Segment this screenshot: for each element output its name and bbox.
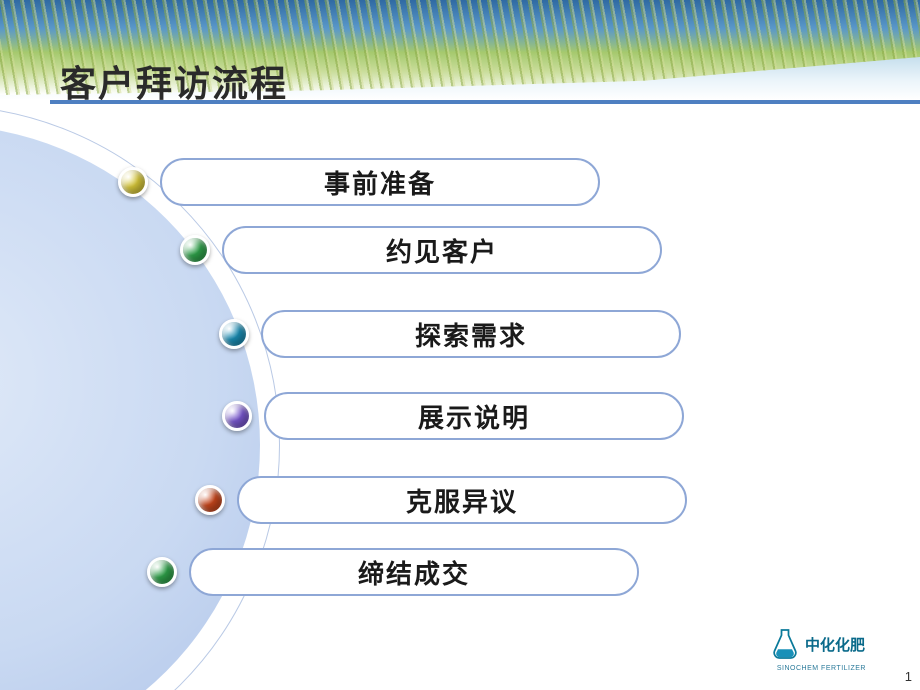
process-step: 克服异议 [195,476,687,524]
step-dot-icon [222,401,252,431]
process-step: 事前准备 [118,158,600,206]
step-label-pill: 事前准备 [160,158,600,206]
step-label-pill: 缔结成交 [189,548,639,596]
process-step: 展示说明 [222,392,684,440]
brand-text: 中化化肥 [805,634,865,655]
step-dot-icon [180,235,210,265]
flask-icon [771,628,799,660]
step-label-pill: 展示说明 [264,392,684,440]
step-label-pill: 探索需求 [261,310,681,358]
step-dot-icon [195,485,225,515]
brand-logo: 中化化肥 [771,628,865,660]
page-number: 1 [905,669,912,684]
process-step: 约见客户 [180,226,662,274]
step-label-pill: 约见客户 [222,226,662,274]
process-step: 探索需求 [219,310,681,358]
process-step: 缔结成交 [147,548,639,596]
step-label-pill: 克服异议 [237,476,687,524]
step-dot-icon [118,167,148,197]
step-dot-icon [219,319,249,349]
step-dot-icon [147,557,177,587]
brand-subtext: SINOCHEM FERTILIZER [777,665,866,672]
title-underline [50,100,920,104]
